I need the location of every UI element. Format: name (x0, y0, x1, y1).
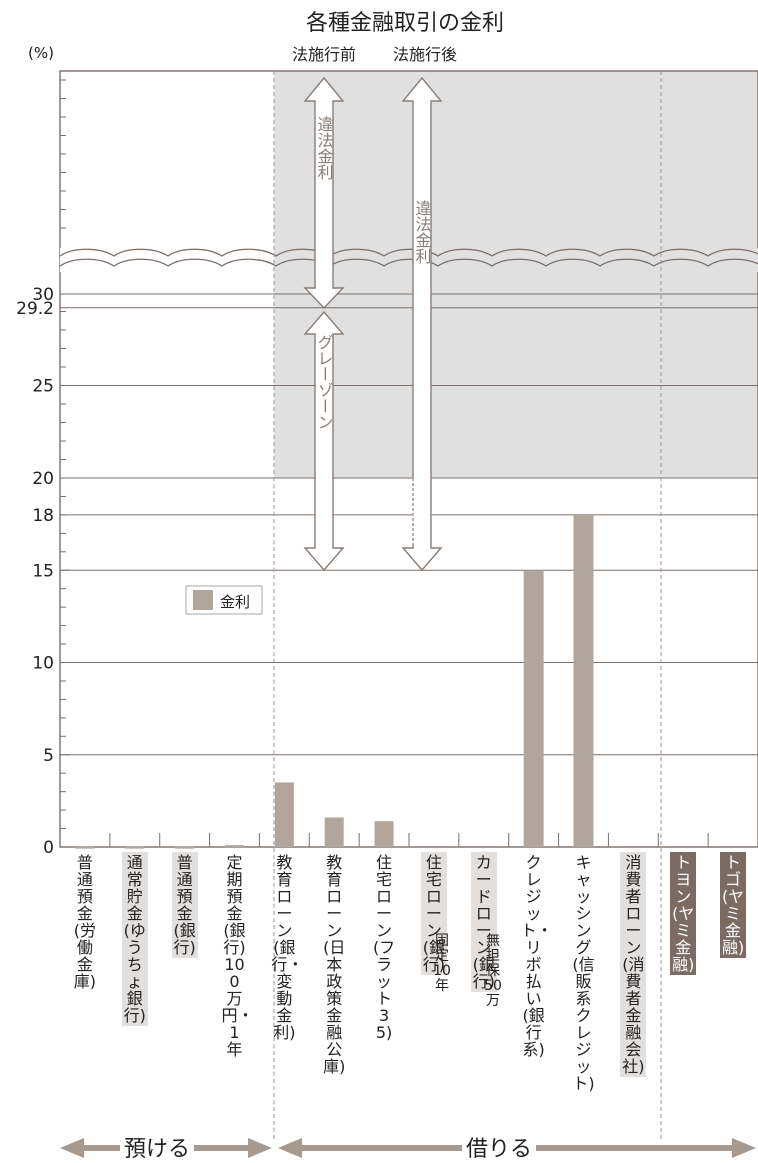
y-axis-ticks (60, 79, 70, 848)
bar-1 (125, 846, 145, 849)
y-tick-label: 0 (43, 838, 54, 858)
category-label: 教育ローン(日本政策金融公庫) (323, 853, 346, 1076)
bar-4 (274, 782, 294, 847)
gray-zone-label: グレーゾーン (315, 334, 334, 430)
category-label: トゴ (ヤミ金融) (720, 852, 747, 958)
category-label: 教育ローン(銀行・変動金利) (271, 853, 304, 1042)
y-axis-unit: (%) (28, 44, 54, 62)
before-law-label: 法施行前 (292, 45, 356, 64)
bar-5 (324, 817, 344, 847)
category-label: 消費者ローン(消費者金融会社) (620, 852, 647, 1077)
arrow-before-law (303, 76, 345, 572)
section-dividers (273, 71, 662, 1140)
bar-10 (573, 514, 594, 847)
y-tick-label: 5 (43, 746, 54, 766)
bar-3 (225, 845, 244, 848)
bar-0 (75, 846, 95, 849)
bar-9 (523, 570, 544, 847)
note-fixed-10-years: 固定10年 (433, 933, 451, 994)
axis-break (59, 248, 758, 272)
legend: 金利 (185, 585, 263, 615)
note-unsecured-500k: 無担保50万 (484, 933, 502, 1009)
illegal-rate-label-before: 違法金利 (315, 116, 334, 180)
y-tick-label: 10 (32, 654, 54, 674)
x-axis-ticks (109, 833, 709, 847)
category-label: 普通預金(労働金庫) (73, 853, 97, 991)
chart-title: 各種金融取引の金利 (306, 11, 504, 36)
category-label: カードローン(銀行) (470, 852, 497, 992)
y-tick-label: 30 (32, 285, 54, 305)
category-label: トヨン(ヤミ金融) (670, 852, 697, 975)
category-label: 住宅ローン(銀行) (420, 852, 447, 975)
deposit-label: 預ける (120, 1131, 195, 1163)
illegal-rate-label-after: 違法金利 (413, 200, 432, 264)
after-law-label: 法施行後 (393, 45, 457, 64)
legend-swatch (193, 590, 213, 610)
y-tick-label: 20 (32, 469, 54, 489)
y-tick-label: 29.2 (16, 299, 54, 319)
category-label: 住宅ローン(フラット35) (372, 853, 396, 1042)
bar-6 (374, 821, 394, 847)
bar-2 (175, 846, 195, 849)
gridlines (60, 293, 758, 756)
y-tick-label: 18 (32, 506, 54, 526)
category-label: 通常貯金(ゆうちょ銀行) (121, 852, 148, 1026)
category-label: 普通預金(銀行) (171, 852, 198, 958)
y-axis-tick-labels: 0 5 10 15 18 20 25 29.230 (16, 285, 54, 858)
arrow-after-law (401, 76, 443, 572)
category-label: キャッシング(信販系クレジット) (572, 853, 595, 1093)
y-tick-label: 15 (32, 561, 54, 581)
bars (75, 514, 594, 849)
legend-label: 金利 (220, 593, 250, 611)
category-label: 定期預金(銀行)100万円・1年 (221, 853, 254, 1059)
category-label: クレジット・リボ払い(銀行系) (520, 853, 553, 1059)
y-tick-label: 25 (32, 377, 54, 397)
gray-zone-shading (274, 71, 758, 478)
borrow-label: 借りる (462, 1131, 537, 1163)
